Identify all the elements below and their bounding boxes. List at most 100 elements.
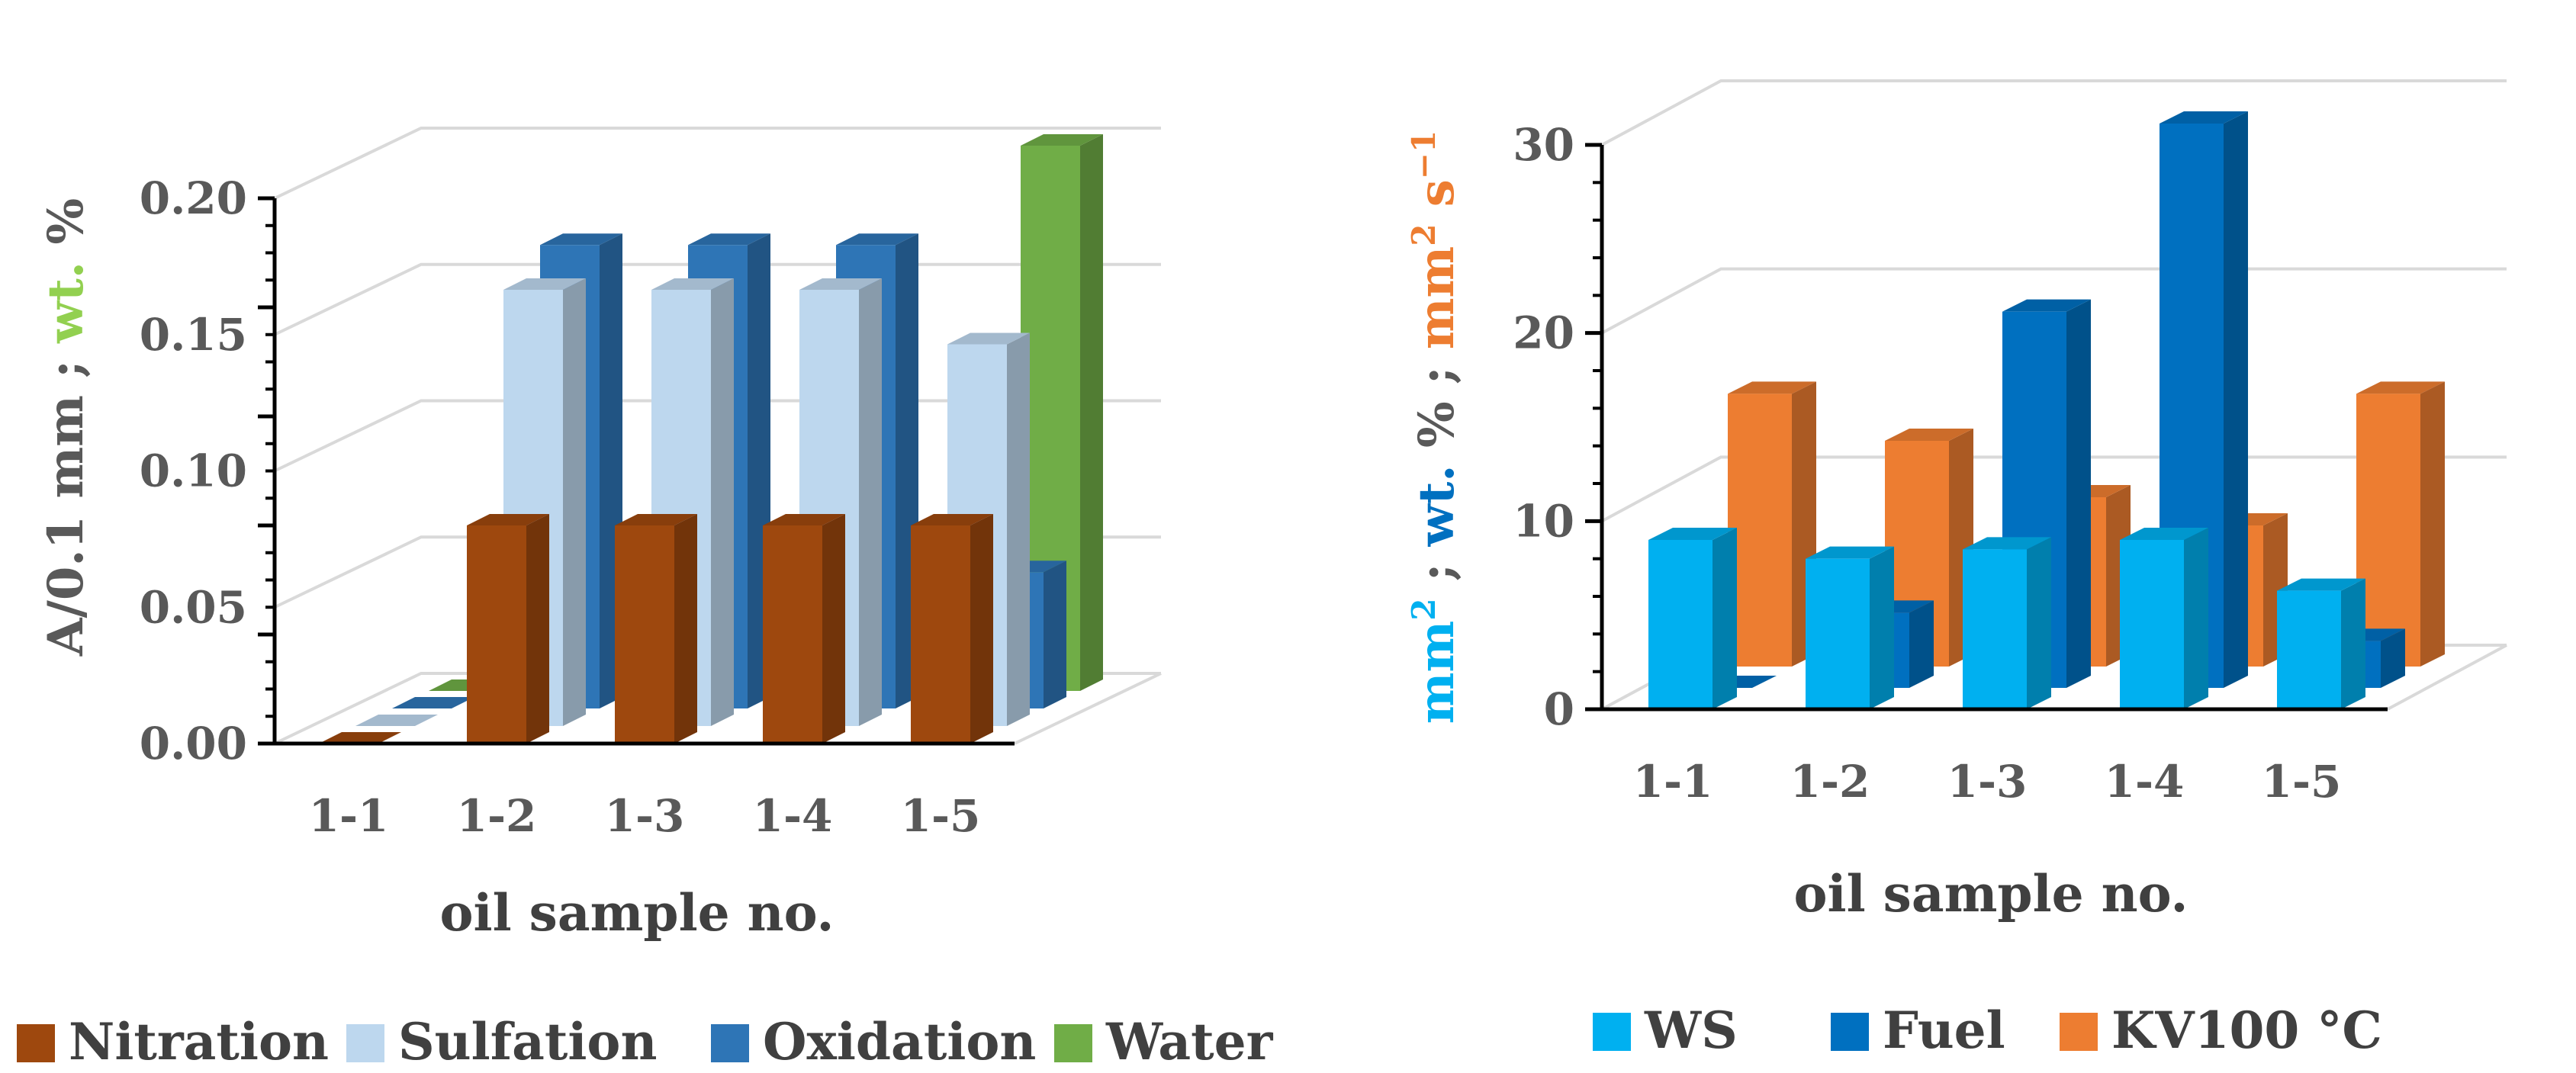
chart-nitration-sulfation-oxidation-water: 0.00 0.05 0.10 0.15 0.20 1-1 1-2 1-3 1-4 1-5 oil s…: [17, 127, 1274, 1071]
bar-side: [2420, 381, 2445, 667]
gridline: [1601, 79, 2507, 146]
bar-top: [2002, 299, 2091, 312]
legend-swatch: [346, 1024, 384, 1062]
bar-top: [799, 278, 882, 290]
legend-swatch: [1831, 1013, 1869, 1051]
y-tick-label: 20: [1513, 307, 1574, 359]
bar-front: [2356, 394, 2420, 667]
bar-front: [467, 525, 526, 744]
bar-nitration-1-2: [467, 514, 549, 744]
legend-label: WS: [1644, 1001, 1738, 1060]
axes: 0 10 20 30 1-1 1-2 1-3 1-4 1-5: [1513, 119, 2388, 808]
bar-front: [911, 525, 970, 744]
bar-top: [467, 514, 549, 525]
bar-top: [2277, 578, 2365, 591]
bar-kv100-c-1-1: [1728, 381, 1816, 667]
x-tick-label: 1-4: [2105, 756, 2185, 808]
bar-top: [2160, 111, 2248, 124]
bars: [1648, 111, 2445, 709]
x-axis-title: oil sample no.: [1794, 864, 2188, 924]
bar-top: [763, 514, 845, 525]
legend-label: Oxidation: [763, 1012, 1036, 1071]
bar-top: [2356, 381, 2445, 394]
y-tick-label: 0.05: [140, 581, 247, 633]
legend-label: Nitration: [69, 1012, 329, 1071]
x-axis-title: oil sample no.: [440, 883, 835, 943]
legend-swatch: [2060, 1013, 2098, 1051]
bar-side: [1080, 134, 1103, 691]
bar-top: [911, 514, 993, 525]
bar-nitration-1-4: [763, 514, 845, 744]
legend-item-oxidation: Oxidation: [711, 1012, 1036, 1071]
bar-side: [563, 278, 586, 726]
bar-side: [2066, 299, 2091, 688]
bar-side: [1870, 546, 1894, 709]
y-tick-label: 0.20: [140, 172, 247, 224]
bar-top: [392, 697, 474, 708]
bar-nitration-1-1: [319, 732, 401, 744]
bar-sulfation-1-1: [355, 715, 438, 726]
y-axis-title-part: %: [37, 198, 95, 262]
bar-front: [1648, 540, 1713, 709]
legend-item-fuel: Fuel: [1831, 1001, 2005, 1060]
legend-label: Fuel: [1883, 1001, 2005, 1060]
bar-side: [2184, 528, 2208, 709]
legend-item-nitration: Nitration: [17, 1012, 329, 1071]
bar-side: [1909, 600, 1934, 688]
bar-side: [2381, 628, 2405, 688]
y-tick-label: 10: [1513, 495, 1574, 547]
bar-top: [1885, 429, 1973, 441]
bar-top: [836, 233, 918, 246]
bar-side: [1007, 333, 1030, 726]
x-tick-label: 1-1: [309, 790, 389, 842]
legend: Nitration Sulfation Oxidation Water: [17, 1012, 1274, 1071]
bar-top: [540, 233, 622, 246]
x-tick-label: 1-3: [605, 790, 685, 842]
bar-ws-1-2: [1806, 546, 1894, 709]
bars: [319, 134, 1103, 744]
bar-kv100-c-1-5: [2356, 381, 2445, 667]
gridline: [274, 127, 1161, 200]
bar-top: [651, 278, 734, 290]
bar-top: [2120, 528, 2208, 540]
legend-label: KV100 °C: [2111, 1001, 2382, 1060]
y-axis-title-part: % ;: [1408, 349, 1465, 464]
y-axis-title-part: ;: [1408, 546, 1465, 598]
y-tick-label: 30: [1513, 119, 1574, 171]
y-tick-label: 0.10: [140, 445, 247, 497]
x-tick-label: 1-5: [901, 790, 981, 842]
bar-front: [1963, 549, 2027, 709]
bar-top: [688, 233, 770, 246]
legend: WS Fuel KV100 °C: [1593, 1001, 2382, 1060]
bar-nitration-1-5: [911, 514, 993, 744]
y-axis-title-part: mm: [1408, 246, 1465, 349]
bar-ws-1-1: [1648, 528, 1737, 709]
x-tick-label: 1-2: [457, 790, 537, 842]
bar-front: [763, 525, 822, 744]
bar-water-1-5: [1021, 134, 1103, 691]
bar-side: [2341, 578, 2365, 709]
chart-ws-fuel-kv100: 0 10 20 30 1-1 1-2 1-3 1-4 1-5 oil sample no. mm2 …: [1405, 79, 2507, 1060]
bar-top: [947, 333, 1030, 345]
bar-front: [2277, 590, 2341, 709]
y-axis-title: A/0.1 mm ; wt. %: [37, 198, 95, 657]
bar-top: [1648, 528, 1737, 540]
y-axis-title-part: 2: [1405, 599, 1442, 621]
bar-side: [674, 514, 697, 744]
y-axis-title-part: A/0.1 mm ;: [37, 343, 95, 657]
axes: 0.00 0.05 0.10 0.15 0.20 1-1 1-2 1-3 1-4 1-5: [140, 172, 1015, 842]
floor-edge: [2387, 644, 2507, 711]
bar-ws-1-3: [1963, 537, 2051, 709]
legend-item-kv100-c: KV100 °C: [2060, 1001, 2382, 1060]
bar-top: [503, 278, 586, 290]
bar-front: [1806, 558, 1870, 709]
floor-edge: [1014, 672, 1162, 745]
bar-top: [1021, 134, 1103, 146]
bar-front: [615, 525, 674, 744]
bar-ws-1-5: [2277, 578, 2365, 709]
bar-oxidation-1-1: [392, 697, 474, 708]
bar-front: [1728, 394, 1792, 667]
bar-side: [1044, 561, 1066, 708]
bar-side: [859, 278, 882, 726]
